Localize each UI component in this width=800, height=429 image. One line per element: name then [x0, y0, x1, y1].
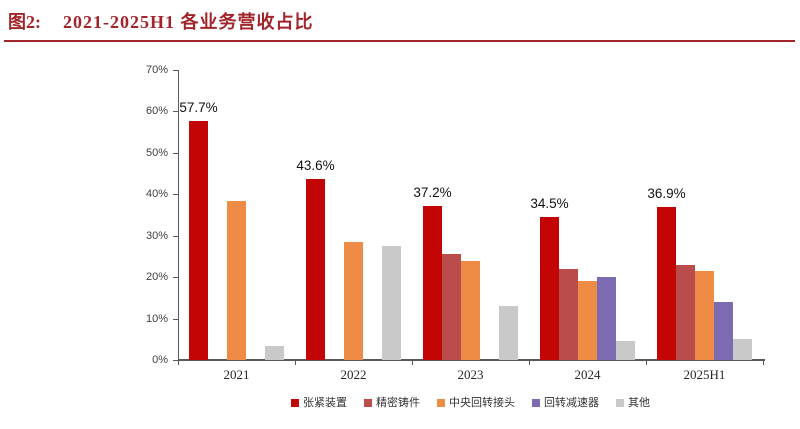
x-category-label-2024: 2024: [574, 367, 601, 382]
bar-张紧装置-2024: [540, 217, 559, 360]
legend-item-其他: 其他: [616, 397, 650, 409]
bar-精密铸件-2023: [442, 254, 461, 360]
bar-其他-2021: [265, 345, 284, 360]
legend-swatch-张紧装置: [291, 399, 299, 407]
bar-张紧装置-2021: [189, 121, 208, 360]
y-tick-mark: [173, 70, 178, 71]
y-tick-label: 10%: [145, 313, 168, 325]
bar-回转减速器-2024: [597, 277, 616, 360]
x-category-label-2025H1: 2025H1: [683, 367, 726, 382]
legend-swatch-其他: [616, 399, 624, 407]
legend-item-中央回转接头: 中央回转接头: [437, 397, 515, 409]
x-tick-mark: [178, 360, 179, 365]
y-tick-mark: [173, 236, 178, 237]
y-tick-mark: [173, 153, 178, 154]
bar-value-label-2024: 34.5%: [530, 196, 569, 212]
y-tick-label: 20%: [145, 271, 168, 283]
figure-title: 2021-2025H1 各业务营收占比: [63, 12, 314, 32]
x-axis-line: [178, 359, 765, 361]
bar-回转减速器-2025H1: [714, 302, 733, 360]
legend: 张紧装置 精密铸件 中央回转接头 回转减速器 其他: [178, 397, 763, 409]
x-category-label-2023: 2023: [457, 367, 484, 382]
bar-其他-2024: [616, 341, 635, 360]
x-tick-mark: [529, 360, 530, 365]
bar-value-label-2025H1: 36.9%: [647, 186, 686, 202]
y-tick-label: 50%: [145, 147, 168, 159]
y-tick-mark: [173, 111, 178, 112]
x-tick-mark: [295, 360, 296, 365]
y-tick-mark: [173, 319, 178, 320]
x-category-label-2022: 2022: [340, 367, 367, 382]
legend-item-精密铸件: 精密铸件: [364, 397, 420, 409]
bar-中央回转接头-2022: [344, 241, 363, 360]
bar-张紧装置-2025H1: [657, 207, 676, 360]
figure-header: 图2: 2021-2025H1 各业务营收占比: [8, 8, 798, 36]
bar-张紧装置-2023: [423, 205, 442, 360]
legend-item-张紧装置: 张紧装置: [291, 397, 347, 409]
y-tick-label: 40%: [145, 188, 168, 200]
legend-label-其他: 其他: [628, 397, 650, 409]
legend-swatch-回转减速器: [532, 399, 540, 407]
y-tick-mark: [173, 277, 178, 278]
legend-item-回转减速器: 回转减速器: [532, 397, 599, 409]
legend-swatch-精密铸件: [364, 399, 372, 407]
bar-精密铸件-2024: [559, 268, 578, 360]
legend-swatch-中央回转接头: [437, 399, 445, 407]
bar-张紧装置-2022: [306, 179, 325, 360]
y-tick-label: 30%: [145, 230, 168, 242]
bar-value-label-2023: 37.2%: [413, 184, 452, 200]
y-tick-mark: [173, 360, 178, 361]
bar-中央回转接头-2024: [578, 281, 597, 360]
y-tick-label: 70%: [145, 64, 168, 76]
bar-其他-2025H1: [733, 339, 752, 360]
legend-label-张紧装置: 张紧装置: [303, 397, 347, 409]
bar-精密铸件-2025H1: [676, 264, 695, 360]
bar-其他-2022: [382, 246, 401, 360]
bar-其他-2023: [499, 306, 518, 360]
x-category-label-2021: 2021: [223, 367, 250, 382]
x-tick-mark: [412, 360, 413, 365]
y-tick-mark: [173, 194, 178, 195]
y-tick-label: 60%: [145, 105, 168, 117]
legend-label-回转减速器: 回转减速器: [544, 397, 599, 409]
legend-label-中央回转接头: 中央回转接头: [449, 397, 515, 409]
bar-value-label-2021: 57.7%: [179, 100, 218, 115]
bar-value-label-2022: 43.6%: [296, 158, 335, 174]
title-underline-rule: [4, 40, 795, 42]
figure-number-label: 图2:: [8, 12, 41, 32]
x-tick-mark: [646, 360, 647, 365]
legend-label-精密铸件: 精密铸件: [376, 397, 420, 409]
bar-中央回转接头-2023: [461, 260, 480, 360]
y-axis-line: [178, 70, 179, 360]
x-tick-mark: [763, 360, 764, 365]
y-tick-label: 0%: [152, 354, 168, 366]
bar-中央回转接头-2025H1: [695, 270, 714, 360]
bar-中央回转接头-2021: [227, 200, 246, 360]
